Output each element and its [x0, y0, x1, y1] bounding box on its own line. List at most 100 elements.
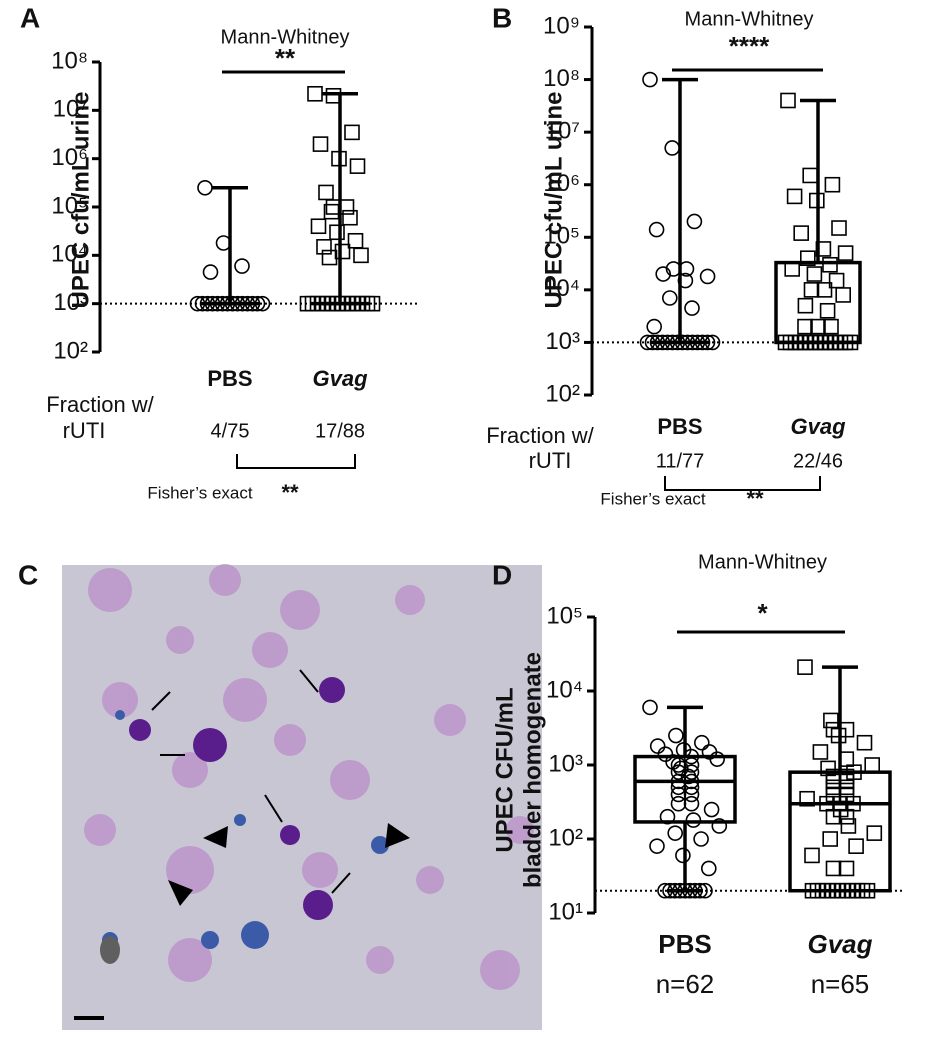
- data-point: [802, 167, 819, 184]
- arrowheads: [168, 823, 410, 906]
- footer-label: rUTI: [529, 448, 572, 473]
- y-axis-label: UPEC cfu/mL urine: [67, 92, 94, 309]
- data-point: [649, 738, 666, 754]
- data-point: [803, 282, 820, 298]
- footer-value: 17/88: [315, 420, 365, 442]
- data-point: [310, 218, 327, 235]
- panel-letter: A: [20, 2, 40, 33]
- data-point: [703, 801, 720, 818]
- micrograph: [62, 564, 542, 1030]
- data-point: [838, 860, 855, 877]
- data-point: [797, 659, 813, 675]
- data-point: [837, 245, 854, 261]
- data-point: [670, 786, 687, 803]
- test2-label: Fisher’s exact: [147, 483, 252, 502]
- y-tick-label: 10⁶: [543, 170, 580, 197]
- data-point: [659, 808, 676, 825]
- panel-a: A 10² 10³ 10⁴ 10⁵ 10⁶ 10⁷ 10⁸ UPEC cfu/mL urine M…: [20, 2, 420, 505]
- data-point: [670, 764, 687, 780]
- data-point: [675, 847, 691, 864]
- data-point: [823, 712, 839, 729]
- data-point: [838, 808, 855, 825]
- data-point: [685, 812, 702, 828]
- footer-value: 11/77: [656, 450, 705, 472]
- data-point: [646, 318, 663, 335]
- sig-stars: **: [275, 43, 296, 73]
- y-tick-label: 10³: [548, 750, 583, 777]
- y-tick-label: 10⁷: [545, 117, 580, 144]
- cells: [84, 564, 534, 990]
- data-point: [655, 266, 672, 282]
- data-point: [353, 247, 369, 264]
- data-point: [321, 249, 338, 266]
- data-point: [799, 250, 816, 267]
- test-title: Mann-Whitney: [685, 8, 814, 30]
- data-point: [816, 282, 833, 298]
- data-point: [661, 290, 678, 306]
- data-point: [693, 734, 710, 751]
- data-point: [709, 751, 726, 767]
- x-tick-label: Gvag: [790, 414, 846, 439]
- data-point: [693, 831, 709, 847]
- data-point: [819, 302, 836, 319]
- fisher-bracket: [664, 476, 821, 491]
- data-point: [864, 757, 881, 773]
- data-point: [822, 831, 839, 847]
- panel-d: D 10¹ 10² 10³ 10⁴ 10⁵ UPEC CFU/mL bladder homog…: [491, 551, 905, 999]
- y-tick-label: 10⁷: [53, 96, 88, 123]
- y-tick-label: 10¹: [548, 898, 583, 925]
- y-tick-label: 10⁵: [546, 602, 583, 629]
- panel-b: B 10² 10³ 10⁴ 10⁵ 10⁶ 10⁷ 10⁸ 10⁹ UPEC cfu/mL uri…: [486, 2, 862, 511]
- data-point: [342, 209, 358, 226]
- x-tick-label: Gvag: [312, 366, 368, 391]
- box: [633, 754, 737, 824]
- data-point: [642, 699, 658, 716]
- data-point: [344, 124, 360, 141]
- x-tick-label: PBS: [658, 929, 711, 959]
- y-tick-label: 10⁵: [51, 192, 88, 219]
- test-title: Mann-Whitney: [698, 551, 827, 573]
- data-point: [683, 786, 700, 803]
- y-tick-label: 10²: [548, 824, 583, 851]
- footer-value: 4/75: [211, 420, 250, 442]
- neutrophils: [129, 677, 345, 920]
- footer-label: Fraction w/: [486, 423, 594, 448]
- test2-sig: **: [281, 480, 299, 505]
- data-point: [835, 287, 852, 303]
- data-point: [780, 92, 796, 109]
- debris: [100, 936, 120, 964]
- data-point: [700, 860, 717, 877]
- data-point: [806, 266, 823, 282]
- y-tick-label: 10⁹: [543, 12, 580, 39]
- data-point: [812, 744, 829, 760]
- data-point: [670, 795, 687, 812]
- data-point: [848, 838, 864, 854]
- y-axis-label: UPEC cfu/mL urine: [540, 92, 567, 309]
- data-point: [316, 239, 332, 255]
- data-point: [668, 727, 684, 744]
- y-tick-label: 10²: [545, 380, 580, 407]
- data-point: [711, 818, 728, 834]
- data-point: [825, 808, 842, 825]
- panel-letter: C: [18, 559, 38, 590]
- panel-c: C: [18, 559, 38, 590]
- x-tick-label: PBS: [657, 414, 702, 439]
- data-point: [312, 136, 329, 152]
- x-tick-label: Gvag: [807, 929, 872, 959]
- data-point: [840, 818, 857, 834]
- footer-value: n=62: [656, 969, 715, 999]
- micrograph-background: [62, 565, 542, 1030]
- x-tick-label: PBS: [207, 366, 252, 391]
- data-point: [799, 790, 815, 807]
- data-point: [642, 71, 658, 88]
- data-point: [823, 318, 839, 335]
- data-point: [347, 232, 364, 249]
- data-point: [648, 221, 665, 238]
- box: [788, 770, 892, 893]
- y-tick-label: 10³: [545, 328, 580, 355]
- fisher-bracket: [236, 454, 356, 469]
- y-tick-label: 10³: [53, 289, 88, 316]
- data-point: [334, 243, 351, 260]
- data-point: [824, 176, 841, 193]
